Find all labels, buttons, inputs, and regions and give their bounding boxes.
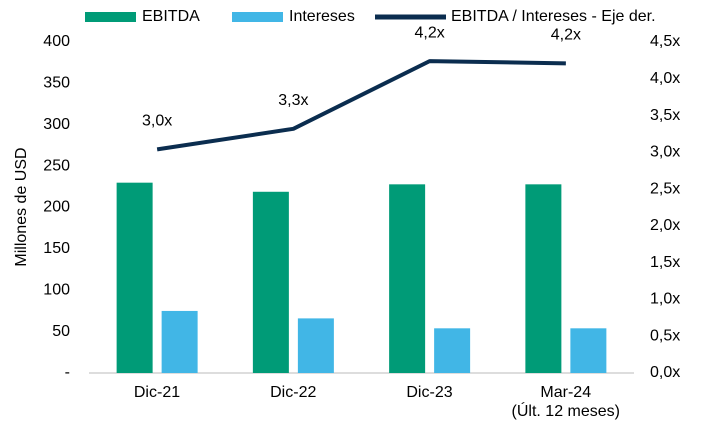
y2-tick-label: 2,5x xyxy=(650,180,680,197)
y2-tick-label: 0,5x xyxy=(650,327,680,344)
legend-label: EBITDA / Intereses - Eje der. xyxy=(451,8,656,25)
y-tick-label: 300 xyxy=(43,116,70,133)
legend-swatch xyxy=(232,12,283,22)
bar xyxy=(252,191,289,373)
y-tick-label: 350 xyxy=(43,75,70,92)
bar xyxy=(570,328,607,373)
y-axis-label: Millones de USD xyxy=(13,147,30,266)
x-tick-label: Mar-24 (Últ. 12 meses) xyxy=(511,384,620,420)
y2-tick-label: 3,5x xyxy=(650,107,680,124)
line xyxy=(156,59,566,152)
y2-tick-label: 4,0x xyxy=(650,70,680,87)
y2-tick-label: 0,0x xyxy=(650,364,680,381)
y2-tick-label: 1,5x xyxy=(650,254,680,271)
data-label: 3,0x xyxy=(142,113,172,130)
x-tick-label: Dic-23 xyxy=(406,384,453,401)
bar xyxy=(161,310,198,373)
y-tick-label: 200 xyxy=(43,199,70,216)
legend-swatch xyxy=(85,12,136,22)
y-tick-label: 150 xyxy=(43,240,70,257)
bar xyxy=(434,328,471,373)
bar xyxy=(297,318,334,373)
y2-tick-label: 3,0x xyxy=(650,144,680,161)
x-tick-label: Dic-22 xyxy=(270,384,317,401)
data-label: 4,2x xyxy=(415,24,445,41)
y-tick-label: - xyxy=(65,364,70,381)
y-tick-label: 400 xyxy=(43,33,70,50)
data-label: 4,2x xyxy=(551,27,581,44)
y-tick-label: 50 xyxy=(52,323,70,340)
bar xyxy=(116,182,153,373)
legend-label: EBITDA xyxy=(142,8,200,25)
x-tick-label: Dic-21 xyxy=(133,384,181,401)
bar xyxy=(389,184,426,373)
legend-label: Intereses xyxy=(289,8,355,25)
data-label: 3,3x xyxy=(278,92,308,109)
bar xyxy=(525,184,562,373)
y2-tick-label: 2,0x xyxy=(650,217,680,234)
y2-tick-label: 1,0x xyxy=(650,291,680,308)
y2-tick-label: 4,5x xyxy=(650,33,680,50)
y-tick-label: 100 xyxy=(43,281,70,298)
y-tick-label: 250 xyxy=(43,157,70,174)
